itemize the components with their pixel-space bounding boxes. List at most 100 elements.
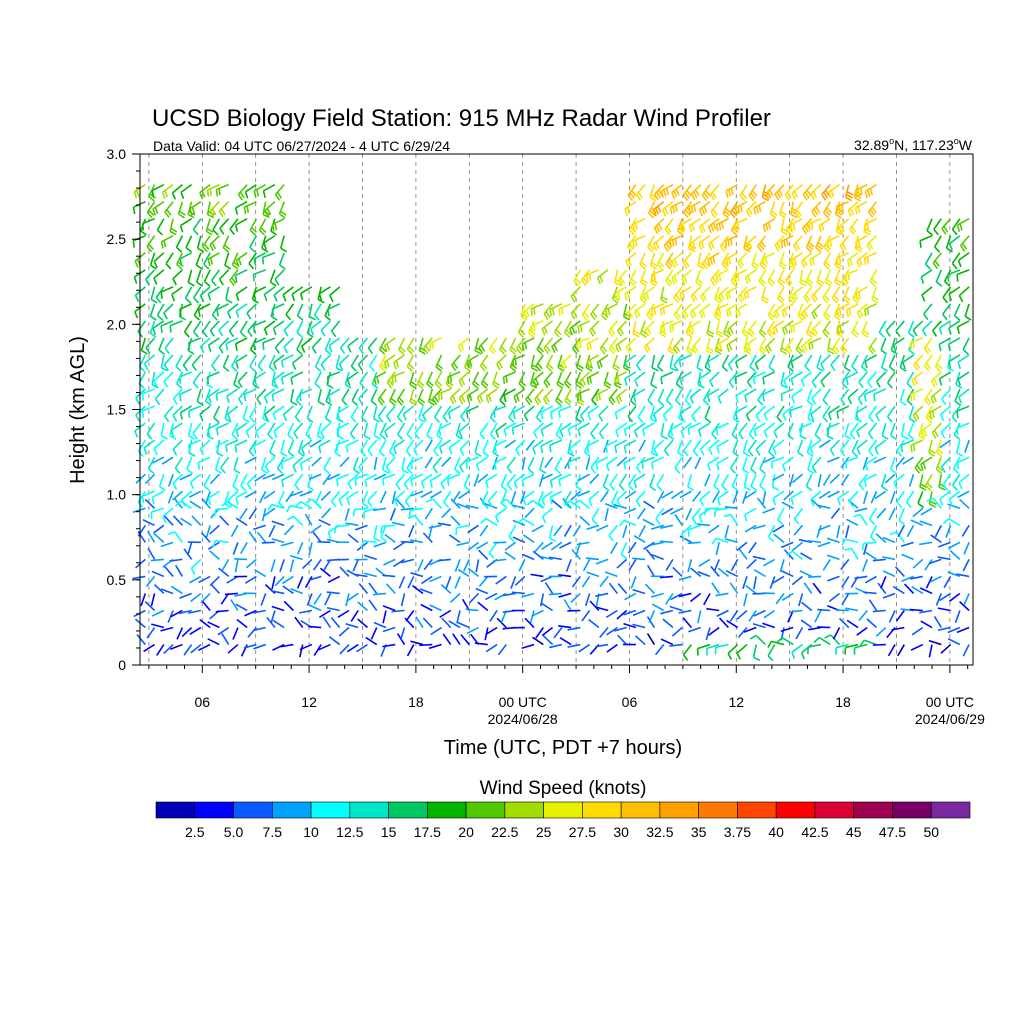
wind-barb xyxy=(477,473,489,484)
wind-barb xyxy=(440,473,452,484)
wind-barb xyxy=(450,592,461,603)
wind-barb xyxy=(850,547,859,560)
wind-barb-flag xyxy=(629,192,635,199)
wind-barb xyxy=(190,473,202,483)
wind-barb xyxy=(219,515,230,526)
wind-barb xyxy=(420,490,433,499)
wind-barb-flag xyxy=(702,399,710,406)
wind-barb-flag xyxy=(617,329,623,337)
wind-barb xyxy=(313,303,322,316)
wind-barb-flag xyxy=(655,225,661,233)
wind-barb xyxy=(863,542,869,556)
wind-barb xyxy=(954,388,961,402)
wind-barb-flag xyxy=(327,309,330,317)
wind-barb xyxy=(878,320,887,333)
wind-barb xyxy=(809,439,822,449)
wind-barb xyxy=(358,582,369,594)
wind-barb-flag xyxy=(671,239,675,247)
wind-barb-flag xyxy=(650,308,654,316)
wind-barb xyxy=(845,525,850,539)
wind-barb-flag xyxy=(181,499,186,507)
wind-barb-flag xyxy=(747,242,753,250)
wind-barb-flag xyxy=(657,223,663,231)
wind-barb-flag xyxy=(673,364,679,372)
wind-barb xyxy=(874,439,887,449)
wind-barb xyxy=(306,593,313,606)
wind-barb xyxy=(624,439,637,448)
wind-barb-flag xyxy=(660,325,663,333)
wind-barb xyxy=(132,507,146,513)
wind-barb-flag xyxy=(553,344,558,352)
wind-barb xyxy=(240,541,248,555)
wind-barb xyxy=(226,575,239,584)
wind-barb xyxy=(419,588,433,595)
wind-barb-flag xyxy=(793,258,797,266)
wind-barb-flag xyxy=(273,294,278,302)
wind-barb-flag xyxy=(852,298,859,304)
wind-barb-flag xyxy=(301,345,306,353)
wind-barb xyxy=(234,558,248,561)
wind-barb-flag xyxy=(560,307,564,315)
wind-barb xyxy=(715,537,729,544)
wind-barb-flag xyxy=(692,450,699,457)
wind-barb xyxy=(271,503,285,510)
wind-barb xyxy=(550,541,563,551)
wind-barb-flag xyxy=(595,462,599,470)
wind-barb xyxy=(346,643,359,653)
wind-barb-flag xyxy=(218,346,224,354)
wind-barb xyxy=(750,456,757,470)
wind-barb xyxy=(902,456,914,465)
wind-barb-flag xyxy=(801,260,806,268)
wind-barb xyxy=(233,371,239,385)
wind-barb-flag xyxy=(618,484,625,491)
wind-barb-flag xyxy=(709,193,715,201)
wind-barb-flag xyxy=(408,346,415,353)
wind-barb-flag xyxy=(673,190,678,198)
wind-barb-flag xyxy=(942,296,949,304)
wind-barb-flag xyxy=(848,500,854,508)
wind-barb-flag xyxy=(951,262,958,270)
x-tick-label: 00 UTC xyxy=(926,694,974,710)
wind-barb-flag xyxy=(787,226,794,234)
wind-barb-flag xyxy=(863,257,867,266)
wind-barb xyxy=(150,286,156,300)
wind-barb-flag xyxy=(148,468,155,475)
wind-barb xyxy=(262,252,276,259)
wind-barb-flag xyxy=(951,228,958,236)
wind-barb xyxy=(691,405,702,417)
wind-barb xyxy=(911,586,924,595)
wind-barb-flag xyxy=(270,315,278,321)
wind-barb xyxy=(281,371,294,379)
wind-barb-flag xyxy=(447,478,450,486)
wind-barb xyxy=(924,558,933,571)
wind-barb xyxy=(596,354,609,363)
wind-barb xyxy=(539,593,545,607)
wind-barb-flag xyxy=(915,361,921,369)
wind-barb-flag xyxy=(780,394,784,402)
wind-barb xyxy=(964,303,970,317)
wind-barb-flag xyxy=(262,418,270,423)
wind-barb xyxy=(839,235,850,247)
wind-barb xyxy=(843,354,850,368)
wind-barb-flag xyxy=(909,417,916,423)
wind-barb-flag xyxy=(825,278,833,285)
wind-barb xyxy=(868,405,878,418)
wind-barb-flag xyxy=(423,347,429,355)
wind-barb xyxy=(644,337,655,348)
wind-barb-flag xyxy=(603,383,611,389)
wind-barb-flag xyxy=(388,379,394,387)
wind-barb-flag xyxy=(614,377,618,385)
wind-barb-flag xyxy=(854,247,862,253)
wind-barb xyxy=(271,371,276,385)
wind-barb xyxy=(264,320,276,330)
wind-barb xyxy=(422,617,433,629)
wind-barb xyxy=(142,217,155,225)
wind-barb-flag xyxy=(596,277,602,285)
wind-barb xyxy=(218,337,230,348)
wind-barb-flag xyxy=(776,416,783,423)
wind-barb-flag xyxy=(665,187,669,196)
wind-barb-flag xyxy=(465,461,468,469)
wind-barb xyxy=(187,422,193,436)
wind-barb xyxy=(183,320,193,333)
wind-barb xyxy=(271,590,285,595)
